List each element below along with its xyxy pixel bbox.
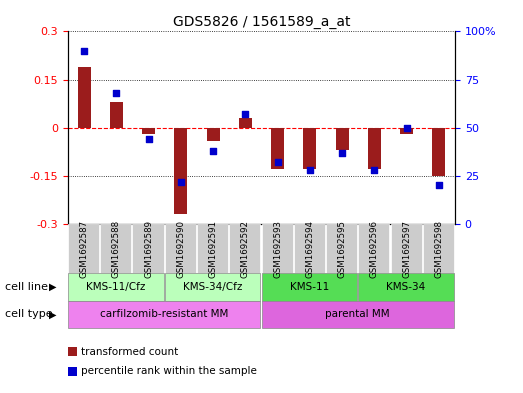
Title: GDS5826 / 1561589_a_at: GDS5826 / 1561589_a_at <box>173 15 350 29</box>
Text: parental MM: parental MM <box>325 309 390 320</box>
Point <box>144 136 153 142</box>
Text: GSM1692591: GSM1692591 <box>209 220 218 277</box>
Text: GSM1692589: GSM1692589 <box>144 220 153 277</box>
Bar <box>110 102 123 128</box>
Text: KMS-11: KMS-11 <box>290 282 329 292</box>
Text: cell type: cell type <box>5 309 53 320</box>
Text: GSM1692593: GSM1692593 <box>273 220 282 277</box>
Point <box>338 150 346 156</box>
Text: GSM1692592: GSM1692592 <box>241 220 250 277</box>
Point <box>112 90 120 96</box>
Bar <box>433 128 445 176</box>
Text: percentile rank within the sample: percentile rank within the sample <box>81 366 257 376</box>
Text: KMS-11/Cfz: KMS-11/Cfz <box>86 282 145 292</box>
Text: GSM1692594: GSM1692594 <box>305 220 314 277</box>
Point <box>177 178 185 185</box>
Bar <box>175 128 187 215</box>
Text: KMS-34/Cfz: KMS-34/Cfz <box>183 282 242 292</box>
Text: GSM1692596: GSM1692596 <box>370 220 379 277</box>
Point <box>403 125 411 131</box>
Text: GSM1692598: GSM1692598 <box>435 220 444 277</box>
Text: ▶: ▶ <box>49 282 56 292</box>
Text: carfilzomib-resistant MM: carfilzomib-resistant MM <box>100 309 229 320</box>
Text: KMS-34: KMS-34 <box>386 282 426 292</box>
Bar <box>400 128 413 134</box>
Text: ▶: ▶ <box>49 309 56 320</box>
Bar <box>142 128 155 134</box>
Text: GSM1692587: GSM1692587 <box>79 220 88 277</box>
Bar <box>303 128 316 169</box>
Bar <box>78 67 90 128</box>
Text: transformed count: transformed count <box>81 347 178 357</box>
Text: GSM1692588: GSM1692588 <box>112 220 121 277</box>
Bar <box>368 128 381 169</box>
Point <box>209 148 218 154</box>
Text: GSM1692595: GSM1692595 <box>338 220 347 277</box>
Point <box>435 182 443 189</box>
Text: GSM1692597: GSM1692597 <box>402 220 411 277</box>
Point <box>274 159 282 165</box>
Point <box>305 167 314 173</box>
Point <box>241 111 249 118</box>
Bar <box>239 118 252 128</box>
Bar <box>336 128 348 150</box>
Text: cell line: cell line <box>5 282 48 292</box>
Point <box>80 48 88 54</box>
Bar <box>207 128 220 141</box>
Bar <box>271 128 284 169</box>
Point <box>370 167 379 173</box>
Text: GSM1692590: GSM1692590 <box>176 220 185 277</box>
